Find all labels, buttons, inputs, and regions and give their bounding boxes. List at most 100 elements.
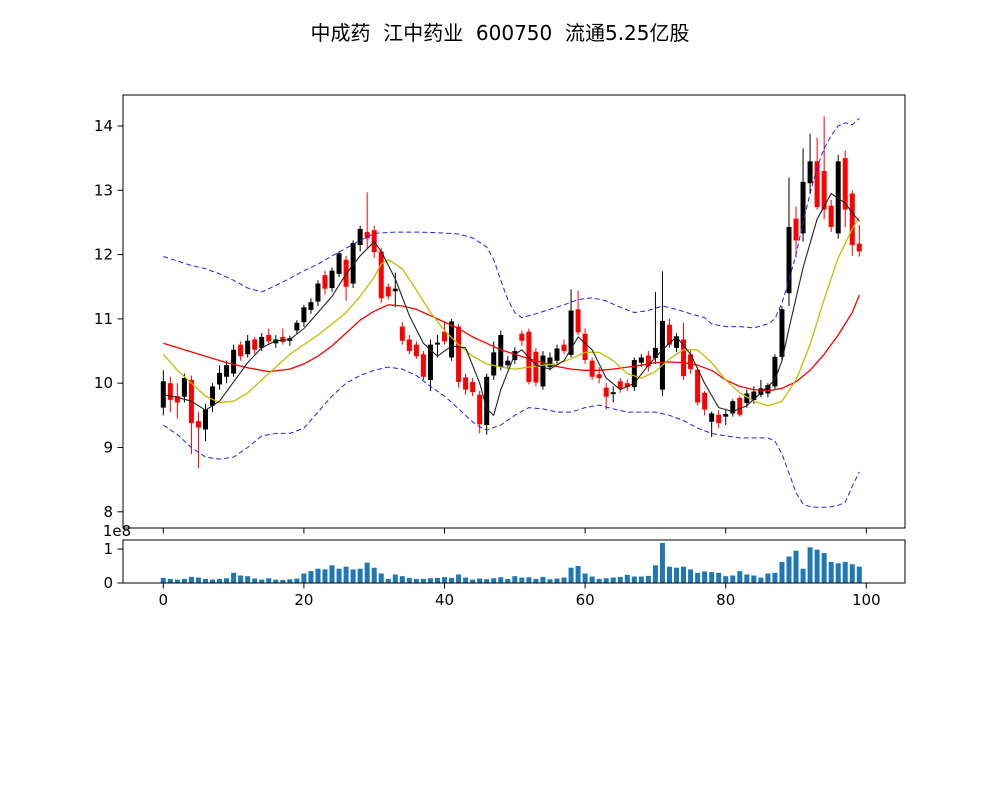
candle: [357, 225, 363, 252]
bollinger-lower-line: [163, 366, 860, 508]
volume-bar: [484, 579, 490, 583]
volume-bar: [252, 578, 258, 583]
volume-bar: [540, 576, 546, 583]
volume-bar: [645, 575, 651, 583]
candle: [174, 383, 180, 419]
volume-bar: [744, 574, 750, 583]
volume-bar: [420, 578, 426, 583]
volume-bar: [568, 567, 574, 583]
candle: [322, 270, 328, 295]
volume-bar: [589, 576, 595, 583]
volume-bar: [779, 561, 785, 583]
volume-bar: [842, 561, 848, 583]
candle: [217, 365, 223, 390]
price-panel-x-ticks: [162, 528, 867, 534]
volume-tick-label: 0: [103, 574, 113, 592]
candle: [674, 333, 680, 353]
candle: [652, 291, 658, 364]
candles-layer: [160, 116, 862, 469]
candle: [786, 177, 792, 307]
volume-bar: [666, 566, 672, 583]
candle: [737, 396, 743, 417]
volume-bar: [505, 578, 511, 583]
candle: [540, 351, 546, 390]
candle: [758, 379, 764, 398]
candle: [287, 335, 293, 346]
x-tick-label: 100: [852, 591, 881, 609]
volume-bar: [357, 568, 363, 583]
bollinger-upper-line: [163, 117, 860, 329]
candle: [308, 298, 314, 314]
volume-bar: [231, 572, 237, 583]
volume-bar: [470, 579, 476, 583]
volume-bar: [238, 575, 244, 583]
volume-bar: [772, 572, 778, 583]
volume-bar: [519, 577, 525, 583]
candle: [645, 351, 651, 372]
candle: [716, 410, 722, 429]
candle: [695, 367, 701, 406]
volume-bar: [603, 578, 609, 583]
candle: [807, 133, 813, 194]
candle: [526, 328, 532, 385]
price-tick-label: 14: [94, 117, 113, 135]
volume-bar: [814, 549, 820, 583]
volume-bar: [224, 578, 230, 583]
volume-bar: [681, 566, 687, 583]
candle: [427, 339, 433, 391]
candle: [364, 192, 370, 249]
candle: [434, 334, 440, 358]
volume-bar: [526, 577, 532, 583]
candle: [301, 304, 307, 327]
x-tick-label: 0: [159, 591, 169, 609]
volume-bar: [688, 569, 694, 583]
ma-fast-line: [163, 192, 860, 416]
volume-bar: [786, 556, 792, 583]
volume-bar: [856, 566, 862, 583]
candle: [702, 390, 708, 416]
volume-bars: [160, 542, 862, 583]
candle: [280, 328, 286, 345]
candle: [603, 383, 609, 410]
volume-bar: [477, 578, 483, 583]
volume-bar: [610, 577, 616, 583]
ma-slow-line: [163, 294, 860, 392]
candle: [631, 357, 637, 391]
volume-offset-label: 1e8: [103, 522, 131, 540]
volume-bar: [160, 577, 166, 583]
volume-bar: [765, 573, 771, 583]
candle: [385, 283, 391, 300]
ma-mid-line: [162, 216, 860, 407]
volume-bar: [181, 578, 187, 583]
volume-bar: [849, 564, 855, 583]
candle: [561, 339, 567, 355]
candle: [252, 336, 258, 355]
volume-bar: [512, 576, 518, 583]
candle: [856, 225, 862, 257]
candle: [315, 280, 321, 307]
candle: [224, 360, 230, 384]
candle: [188, 375, 194, 454]
candle: [793, 206, 799, 258]
volume-bar: [533, 578, 539, 583]
x-tick-label: 20: [294, 591, 313, 609]
volume-bar: [315, 568, 321, 583]
volume-bar: [547, 579, 553, 583]
volume-bar: [287, 579, 293, 583]
x-tick-label: 40: [435, 591, 454, 609]
volume-bar: [751, 575, 757, 583]
volume-bar: [371, 567, 377, 583]
candle: [336, 251, 342, 278]
volume-bar: [266, 578, 272, 583]
candle: [547, 352, 553, 371]
volume-bar: [807, 547, 813, 583]
volume-bar: [322, 569, 328, 583]
volume-bar: [596, 578, 602, 583]
volume-bar: [631, 576, 637, 583]
candle: [399, 322, 405, 345]
volume-bar: [716, 572, 722, 583]
volume-bar: [582, 573, 588, 583]
volume-bar: [301, 573, 307, 583]
candle: [505, 356, 511, 370]
